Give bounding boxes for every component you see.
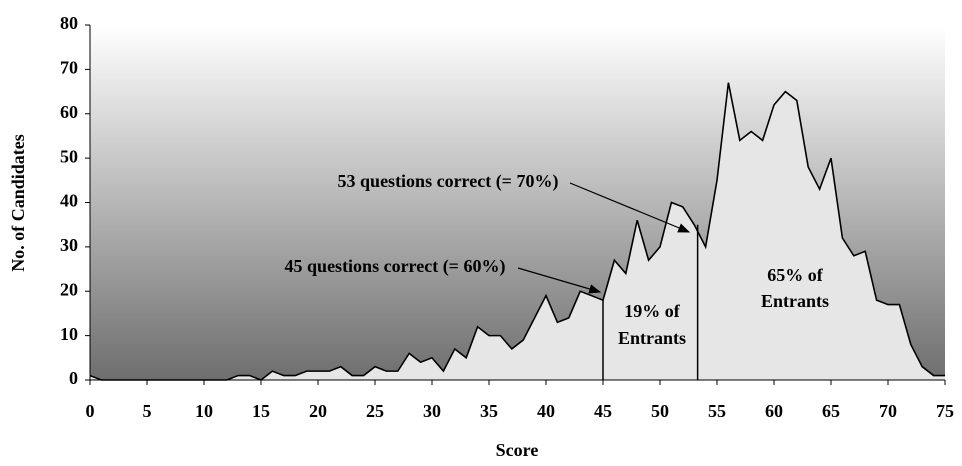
region-label: 19% of [624, 301, 681, 321]
y-axis-label: No. of Candidates [8, 134, 28, 272]
y-tick-label: 0 [69, 368, 78, 388]
y-tick-label: 10 [60, 324, 78, 344]
annotation: 53 questions correct (= 70%) [338, 171, 559, 192]
annotation-arrow [517, 267, 602, 294]
annotation-arrow [569, 182, 691, 233]
x-tick-label: 10 [195, 401, 213, 421]
y-tick-label: 30 [60, 235, 78, 255]
y-tick-label: 70 [60, 58, 78, 78]
x-tick-label: 60 [765, 401, 783, 421]
x-tick-label: 15 [252, 401, 270, 421]
x-tick-label: 55 [708, 401, 726, 421]
x-tick-label: 0 [86, 401, 95, 421]
region-label: Entrants [761, 291, 829, 311]
area [90, 82, 945, 380]
y-tick-label: 60 [60, 102, 78, 122]
y-tick-label: 40 [60, 191, 78, 211]
x-tick-label: 35 [480, 401, 498, 421]
x-tick-label: 75 [936, 401, 954, 421]
y-tick-label: 80 [60, 13, 78, 33]
region-label: Entrants [618, 328, 686, 348]
x-tick-label: 30 [423, 401, 441, 421]
y-tick-label: 20 [60, 279, 78, 299]
x-tick-label: 65 [822, 401, 840, 421]
line [89, 82, 945, 381]
x-tick-label: 45 [594, 401, 612, 421]
x-tick-label: 25 [366, 401, 384, 421]
x-tick-label: 70 [879, 401, 897, 421]
x-tick-label: 40 [537, 401, 555, 421]
annotation: 45 questions correct (= 60%) [285, 256, 506, 277]
x-tick-label: 50 [651, 401, 669, 421]
region-label: 65% of [767, 265, 824, 285]
x-tick-label: 5 [143, 401, 152, 421]
x-axis-label: Score [496, 440, 539, 460]
y-tick-label: 50 [60, 146, 78, 166]
x-tick-label: 20 [309, 401, 327, 421]
